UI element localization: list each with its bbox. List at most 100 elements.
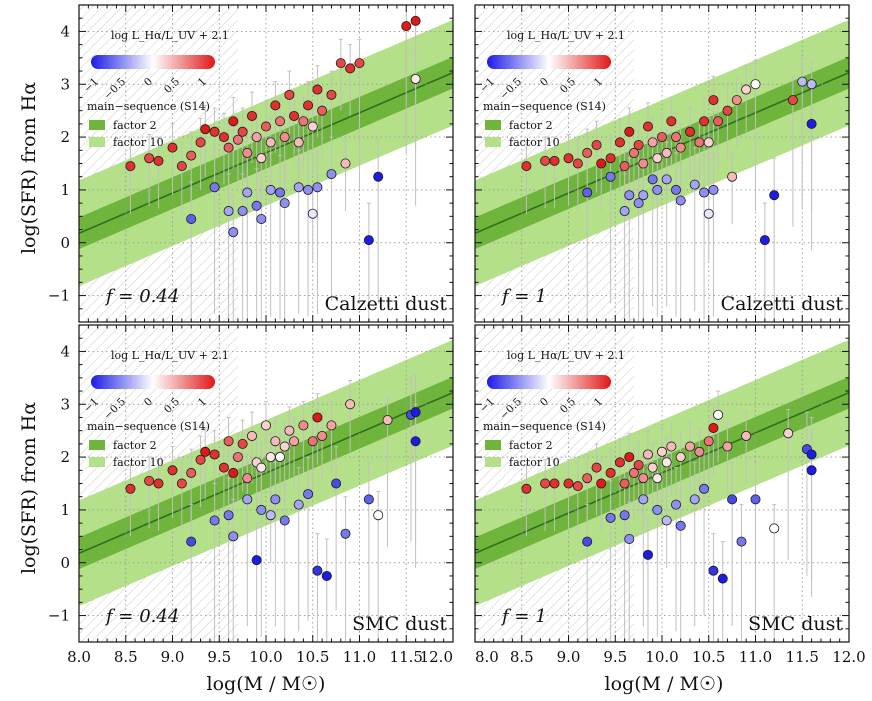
data-point <box>251 200 262 211</box>
data-point <box>582 536 593 547</box>
x-tick-label: 11.5 <box>390 648 423 666</box>
x-tick-label: 11.0 <box>343 648 376 666</box>
data-point <box>685 441 696 452</box>
data-point <box>741 430 752 441</box>
data-point <box>209 182 220 193</box>
data-point <box>256 153 267 164</box>
data-point <box>209 126 220 137</box>
data-point <box>265 184 276 195</box>
colorbar-label: log L_Hα/L_UV + 2.1 <box>507 349 625 362</box>
data-point <box>699 187 710 198</box>
data-point <box>727 171 738 182</box>
legend-swatch-factor10 <box>485 137 501 147</box>
data-point <box>382 415 393 426</box>
data-point <box>125 483 136 494</box>
data-point <box>307 121 318 132</box>
data-point <box>144 153 155 164</box>
data-point <box>279 132 290 143</box>
data-point <box>223 142 234 153</box>
data-point <box>582 473 593 484</box>
data-point <box>293 182 304 193</box>
data-point <box>689 179 700 190</box>
colorbar <box>91 375 215 389</box>
data-point <box>200 446 211 457</box>
data-point <box>787 95 798 106</box>
data-point <box>675 195 686 206</box>
data-point <box>256 213 267 224</box>
data-point <box>521 161 532 172</box>
data-point <box>614 457 625 468</box>
y-tick-label: 3 <box>60 75 70 93</box>
data-point <box>563 153 574 164</box>
dust-model-label: SMC dust <box>352 613 447 635</box>
data-point <box>596 478 607 489</box>
data-point <box>186 536 197 547</box>
x-tick-label: 10.0 <box>249 648 282 666</box>
legend-title: main−sequence (S14) <box>87 420 210 433</box>
data-point <box>722 105 733 116</box>
x-tick-label: 10.5 <box>296 648 329 666</box>
x-tick-label: 12.0 <box>420 648 453 666</box>
panel-bottom-left: log L_Hα/L_UV + 2.1−1 −0.5 0 0.5 1main−seque… <box>48 324 454 666</box>
data-point <box>256 504 267 515</box>
x-tick-label: 11.5 <box>786 648 819 666</box>
data-point <box>270 494 281 505</box>
data-point <box>638 158 649 169</box>
data-point <box>806 449 817 460</box>
data-point <box>619 510 630 521</box>
data-point <box>685 126 696 137</box>
legend-swatch-factor2 <box>485 440 501 450</box>
data-point <box>373 510 384 521</box>
data-point <box>176 478 187 489</box>
legend-factor2: factor 2 <box>509 439 553 452</box>
data-point <box>540 478 551 489</box>
data-point <box>242 187 253 198</box>
data-point <box>242 147 253 158</box>
data-point <box>750 79 761 90</box>
x-tick-label: 9.0 <box>557 648 581 666</box>
y-tick-label: 1 <box>60 501 70 519</box>
data-point <box>289 436 300 447</box>
data-point <box>717 573 728 584</box>
data-point <box>759 235 770 246</box>
data-point <box>326 89 337 100</box>
data-point <box>694 446 705 457</box>
data-point <box>223 510 234 521</box>
data-point <box>619 478 630 489</box>
data-point <box>153 155 164 166</box>
data-point <box>223 436 234 447</box>
data-point <box>232 452 243 463</box>
data-point <box>703 137 714 148</box>
data-point <box>228 467 239 478</box>
data-point <box>652 504 663 515</box>
data-point <box>242 473 253 484</box>
legend-factor10: factor 10 <box>509 456 560 469</box>
y-tick-label: 2 <box>60 448 70 466</box>
data-point <box>549 478 560 489</box>
data-point <box>307 208 318 219</box>
y-tick-label: 3 <box>60 395 70 413</box>
data-point <box>628 147 639 158</box>
data-point <box>642 449 653 460</box>
data-point <box>806 79 817 90</box>
f-value-label: f = 1 <box>500 286 547 307</box>
data-point <box>647 137 658 148</box>
data-point <box>186 467 197 478</box>
data-point <box>769 523 780 534</box>
colorbar-label: log L_Hα/L_UV + 2.1 <box>111 349 229 362</box>
data-point <box>741 84 752 95</box>
data-point <box>605 171 616 182</box>
data-point <box>363 494 374 505</box>
data-point <box>713 116 724 127</box>
panel-top-right: log L_Hα/L_UV + 2.1−1 −0.5 0 0.5 1main−seque… <box>474 4 850 323</box>
x-tick-label: 11.0 <box>739 648 772 666</box>
panel-top-left: log L_Hα/L_UV + 2.1−1 −0.5 0 0.5 1main−seque… <box>48 4 454 323</box>
data-point <box>596 158 607 169</box>
legend-swatch-factor10 <box>89 137 105 147</box>
data-point <box>727 494 738 505</box>
data-point <box>246 110 257 121</box>
data-point <box>410 73 421 84</box>
x-axis-label-left: log(M / M☉) <box>207 673 326 695</box>
data-point <box>624 452 635 463</box>
